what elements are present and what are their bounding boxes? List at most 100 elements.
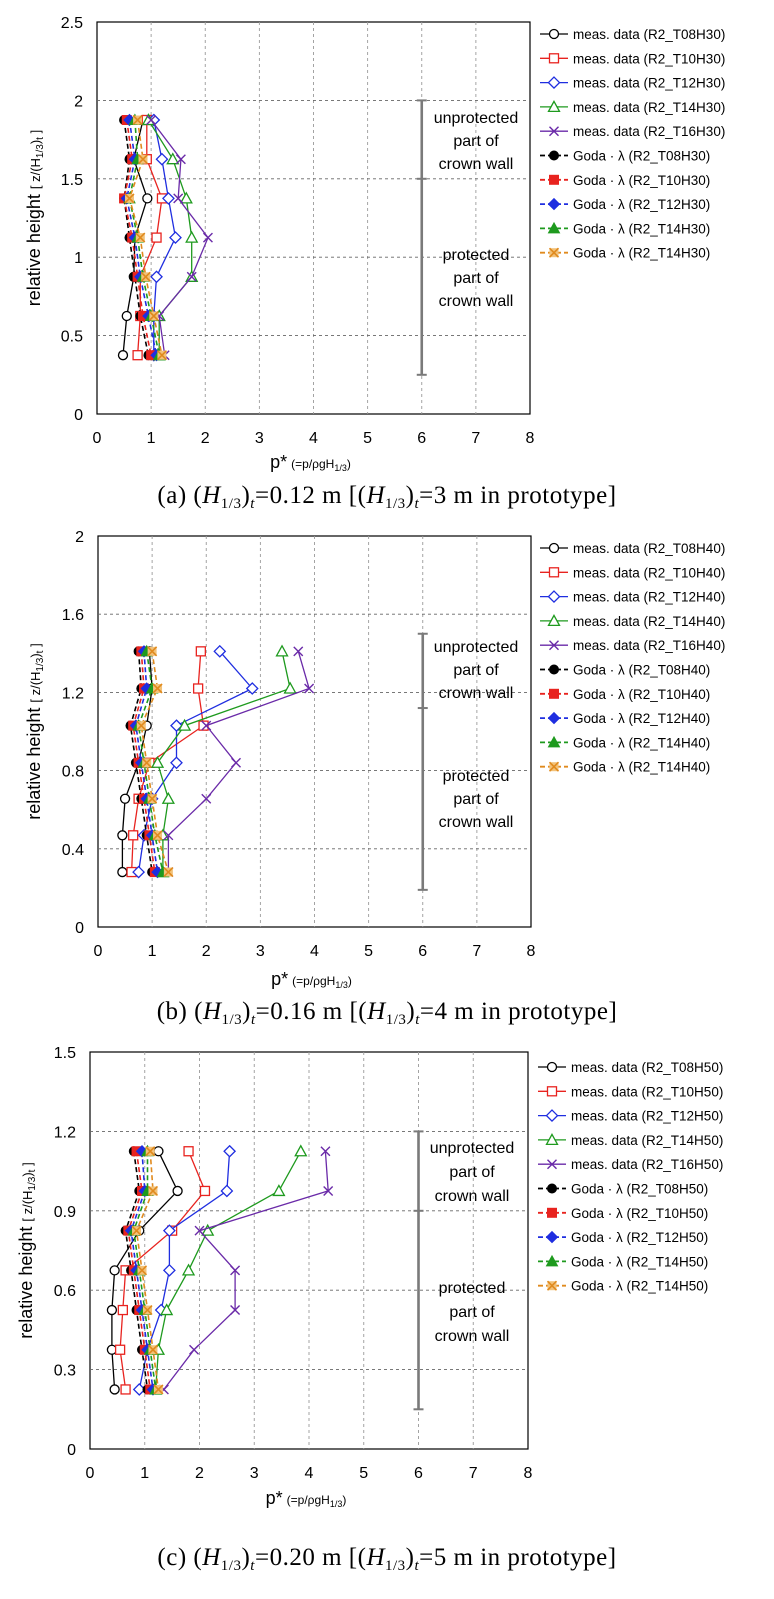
y-axis-label: relative height [ z/(H1/3)t ] bbox=[16, 1162, 38, 1338]
data-point bbox=[136, 720, 147, 731]
data-point bbox=[201, 1223, 215, 1236]
caption-c: (c) (H1/3)t=0.20 m [(H1/3)t=5 m in proto… bbox=[157, 1544, 617, 1574]
y-tick-label: 0.3 bbox=[54, 1363, 76, 1380]
data-point bbox=[119, 793, 131, 804]
chart-panel-c: 0 1 2 3 4 5 6 7 8 0 0.3 0.6 0.9 1.2 1.5 p* (=p/ρgH1/3) re… bbox=[0, 1040, 774, 1599]
legend-marker bbox=[547, 614, 561, 627]
legend-marker bbox=[548, 53, 560, 64]
data-point bbox=[156, 350, 168, 361]
legend-label: Goda · λ (R2_T14H50) bbox=[571, 1279, 708, 1294]
legend-item: Goda · λ (R2_T12H30) bbox=[540, 197, 710, 212]
x-axis-label: p* (=p/ρgH1/3) bbox=[270, 452, 351, 473]
legend-label: Goda · λ (R2_T14H40) bbox=[573, 735, 710, 750]
legend-label: Goda · λ (R2_T14H50) bbox=[571, 1254, 708, 1269]
y-tick-label: 2 bbox=[75, 529, 84, 546]
annotation-unprotected: unprotected bbox=[430, 1140, 515, 1157]
legend-marker bbox=[547, 76, 561, 90]
caption-c-prototype: 5 bbox=[433, 1544, 447, 1571]
legend-marker bbox=[546, 1061, 558, 1073]
annotation-protected: part of bbox=[453, 791, 499, 808]
data-point bbox=[194, 1225, 205, 1236]
data-point bbox=[153, 1146, 164, 1157]
x-tick-label: 5 bbox=[364, 943, 373, 960]
data-point bbox=[179, 191, 193, 204]
x-tick-label: 6 bbox=[418, 943, 427, 960]
y-tick-label: 0.8 bbox=[62, 764, 84, 781]
data-point bbox=[202, 232, 213, 243]
annotation-unprotected: crown wall bbox=[439, 156, 514, 173]
data-point bbox=[231, 757, 242, 768]
legend-label: Goda · λ (R2_T08H50) bbox=[571, 1182, 708, 1197]
legend-label: Goda · λ (R2_T08H30) bbox=[573, 149, 710, 164]
data-point bbox=[185, 230, 199, 243]
legend-item: meas. data (R2_T14H50) bbox=[538, 1133, 723, 1148]
data-point bbox=[201, 720, 212, 731]
annotation-protected: crown wall bbox=[439, 293, 514, 310]
data-point bbox=[142, 1304, 153, 1316]
data-point bbox=[183, 1146, 194, 1157]
data-point bbox=[120, 1384, 131, 1395]
legend-label: meas. data (R2_T14H40) bbox=[573, 614, 725, 629]
y-tick-label: 0.9 bbox=[54, 1204, 76, 1221]
x-tick-label: 5 bbox=[359, 1465, 368, 1482]
data-point bbox=[114, 1344, 126, 1355]
legend-item: Goda · λ (R2_T08H30) bbox=[540, 149, 710, 164]
series-10 bbox=[124, 114, 168, 361]
y-tick-label: 1.2 bbox=[62, 685, 84, 702]
legend-item: Goda · λ (R2_T14H30) bbox=[540, 221, 710, 236]
legend-item: meas. data (R2_T10H40) bbox=[540, 565, 725, 580]
legend-label: Goda · λ (R2_T10H40) bbox=[573, 687, 710, 702]
x-tick-label: 4 bbox=[310, 943, 319, 960]
y-tick-label: 0.5 bbox=[61, 329, 83, 346]
data-point bbox=[152, 830, 163, 841]
legend-marker bbox=[549, 664, 559, 675]
legend-marker bbox=[549, 126, 559, 137]
y-tick-label: 2.5 bbox=[61, 15, 83, 32]
legend-marker bbox=[548, 247, 560, 258]
legend-label: Goda · λ (R2_T12H50) bbox=[571, 1230, 708, 1245]
data-point bbox=[199, 1185, 211, 1197]
data-point bbox=[178, 718, 192, 731]
y-tick-label: 1.6 bbox=[62, 607, 84, 624]
legend-marker bbox=[546, 1086, 558, 1097]
legend-item: Goda · λ (R2_T08H50) bbox=[538, 1182, 708, 1197]
y-tick-label: 2 bbox=[74, 93, 83, 110]
legend-marker bbox=[545, 1133, 559, 1146]
y-tick-label: 0 bbox=[75, 920, 84, 937]
caption-b-prototype: 4 bbox=[434, 998, 448, 1025]
y-tick-label: 1.5 bbox=[61, 172, 83, 189]
caption-b: (b) (H1/3)t=0.16 m [(H1/3)t=4 m in proto… bbox=[156, 998, 618, 1028]
annotation-unprotected: crown wall bbox=[435, 1188, 510, 1205]
legend-item: Goda · λ (R2_T12H50) bbox=[538, 1230, 708, 1245]
legend-label: meas. data (R2_T12H50) bbox=[571, 1109, 723, 1124]
series-10 bbox=[136, 646, 174, 878]
annotation-unprotected: part of bbox=[449, 1164, 495, 1181]
legend-item: Goda · λ (R2_T14H40) bbox=[540, 760, 710, 775]
legend-marker bbox=[546, 1280, 558, 1291]
data-point bbox=[150, 270, 163, 284]
data-point bbox=[131, 1225, 142, 1236]
legend-item: meas. data (R2_T14H40) bbox=[540, 614, 725, 629]
legend-marker bbox=[547, 590, 561, 604]
legend-marker bbox=[547, 1159, 557, 1170]
legend-marker bbox=[545, 1254, 559, 1267]
legend: meas. data (R2_T08H40) meas. data (R2_T10… bbox=[540, 541, 725, 775]
data-point bbox=[136, 1265, 148, 1276]
x-tick-label: 4 bbox=[305, 1465, 314, 1482]
series-5 bbox=[163, 646, 315, 878]
legend-label: meas. data (R2_T08H50) bbox=[571, 1060, 723, 1075]
legend-item: Goda · λ (R2_T10H50) bbox=[538, 1206, 708, 1221]
data-point bbox=[162, 1224, 176, 1238]
data-point bbox=[272, 1184, 286, 1197]
legend-marker bbox=[545, 1230, 559, 1244]
data-point bbox=[146, 115, 157, 125]
legend-item: meas. data (R2_T10H30) bbox=[540, 51, 725, 66]
crown-wall-bar bbox=[416, 99, 427, 376]
data-point bbox=[275, 644, 289, 657]
data-point bbox=[223, 1144, 237, 1158]
data-point bbox=[155, 152, 169, 166]
legend-label: Goda · λ (R2_T12H40) bbox=[573, 711, 710, 726]
legend-label: Goda · λ (R2_T08H40) bbox=[573, 663, 710, 678]
data-point bbox=[148, 310, 159, 322]
data-point bbox=[132, 350, 143, 361]
